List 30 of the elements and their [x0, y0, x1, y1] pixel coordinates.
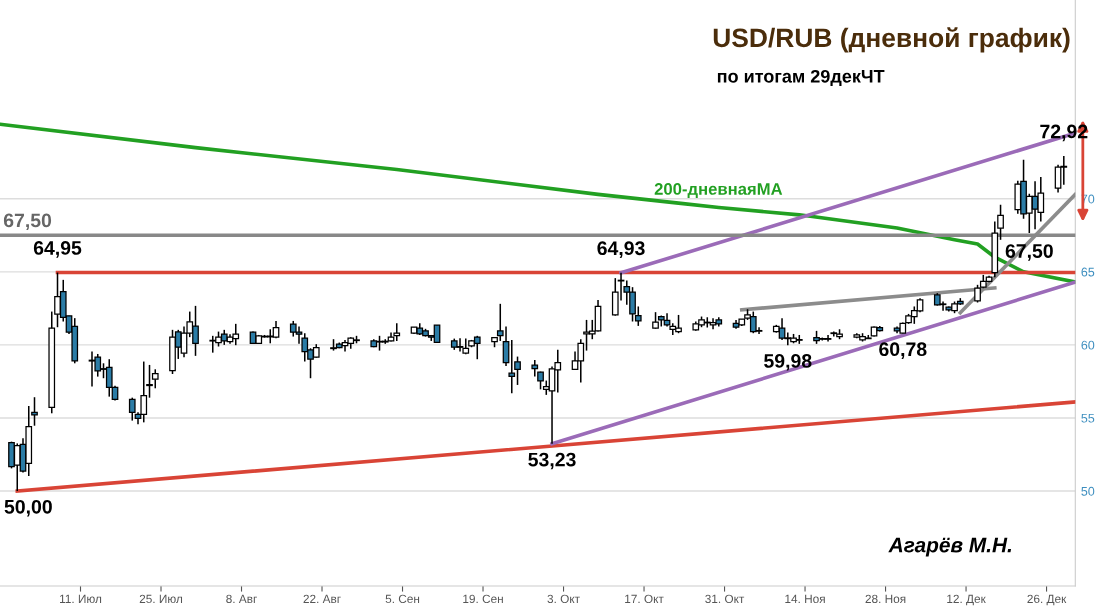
y-tick-label: 50 — [1081, 486, 1095, 496]
x-tick-label: 25. Июл — [139, 594, 183, 604]
annotation: 67,50 — [1005, 244, 1053, 261]
annotation: 64,93 — [597, 241, 645, 258]
y-tick-label: 55 — [1081, 413, 1095, 423]
annotation: 64,95 — [33, 241, 82, 258]
x-tick-label: 8. Авг — [226, 594, 257, 604]
y-tick-label: 65 — [1081, 267, 1095, 277]
annotation: 53,23 — [528, 452, 576, 470]
text: по итогам 29декЧТ — [717, 69, 885, 87]
x-tick-label: 5. Сен — [385, 594, 420, 604]
annotation: 60,78 — [879, 342, 927, 359]
annotation: 50,00 — [4, 499, 52, 517]
y-tick-label: 60 — [1081, 340, 1095, 350]
x-tick-label: 14. Ноя — [785, 594, 825, 604]
x-tick-label: 3. Окт — [547, 594, 580, 604]
x-tick-label: 31. Окт — [705, 594, 745, 604]
series-label: 200-дневнаяMA — [654, 183, 783, 199]
candlestick — [611, 277, 619, 317]
x-tick-label: 12. Дек — [947, 594, 986, 606]
x-tick-label: 28. Ноя — [865, 594, 906, 604]
x-tick-label: 17. Окт — [625, 594, 664, 604]
ref-line-label: 67,50 — [3, 213, 52, 231]
annotation: Агарёв М.Н. — [888, 537, 1012, 557]
annotation: 59,98 — [764, 354, 812, 371]
x-tick-label: 19. Сен — [463, 594, 503, 604]
text: USD/RUB (дневной график) — [713, 27, 1070, 53]
x-tick-label: 22. Авг — [303, 594, 341, 603]
x-tick-label: 11. Июл — [60, 594, 102, 604]
x-tick-label: 26. Дек — [1027, 594, 1067, 606]
